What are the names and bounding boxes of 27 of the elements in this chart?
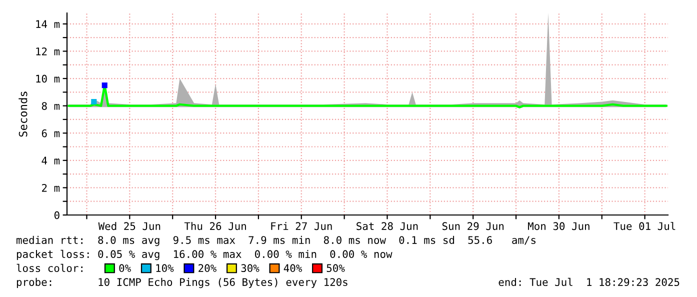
- x-tick-label: Wed 25 Jun: [98, 222, 160, 230]
- text: median rtt: 8.0 ms avg 9.5 ms max 7.9 ms min 8.0 ms now 0.1 ms sd 55.6 am/s: [16, 236, 536, 246]
- legend-label: 20%: [198, 264, 216, 272]
- legend-label: 10%: [156, 264, 174, 272]
- x-tick-label: Mon 30 Jun: [528, 222, 590, 230]
- y-tick-label: 2 m: [42, 184, 60, 192]
- y-tick-label: 10 m: [36, 74, 60, 83]
- x-tick-label: Tue 01 Jul: [614, 222, 676, 230]
- y-tick-label: 14 m: [36, 20, 60, 28]
- legend-label: 30%: [241, 264, 260, 272]
- y-tick-label: 12 m: [36, 47, 60, 56]
- text: packet loss: 0.05 % avg 16.00 % max 0.00 % min 0.00 % now: [16, 250, 392, 260]
- legend-label: 40%: [284, 264, 302, 272]
- y-tick-label: 4 m: [42, 156, 60, 164]
- x-tick-label: Fri 27 Jun: [271, 222, 332, 230]
- y-axis-title: Seconds: [18, 92, 28, 137]
- text: end: Tue Jul 1 18:29:23 2025: [498, 278, 680, 286]
- text: loss color:: [16, 264, 82, 272]
- legend-label: 50%: [326, 264, 345, 272]
- text: probe: 10 ICMP Echo Pings (56 Bytes) every 120s: [16, 278, 348, 288]
- y-tick-label: 8 m: [42, 102, 60, 110]
- y-tick-label: 0: [54, 211, 60, 220]
- x-tick-label: Sun 29 Jun: [442, 222, 504, 230]
- x-tick-label: Sat 28 Jun: [356, 222, 418, 230]
- legend-label: 0%: [119, 264, 131, 272]
- y-tick-label: 6 m: [42, 129, 60, 138]
- x-tick-label: Thu 26 Jun: [184, 222, 246, 230]
